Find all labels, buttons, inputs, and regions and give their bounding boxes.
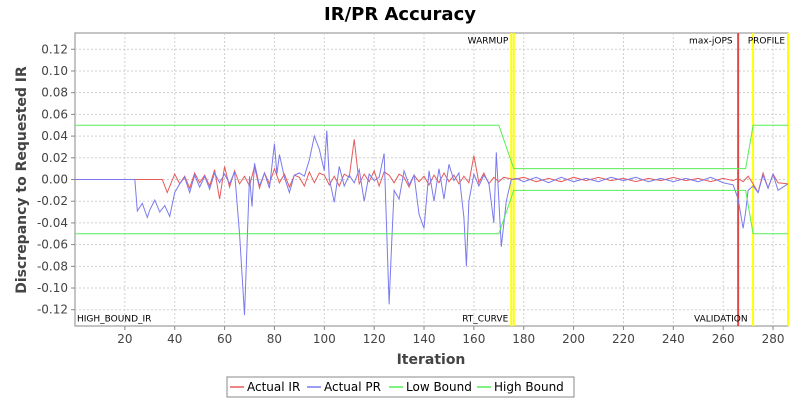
x-tick-label: 140 bbox=[413, 332, 436, 346]
phase-annotations: WARMUP max-jOPS PROFILE HIGH_BOUND_IR RT_CUR… bbox=[77, 37, 785, 325]
y-tick-label: -0.06 bbox=[37, 238, 68, 252]
legend: Actual IR Actual PR Low Bound High Bound bbox=[226, 376, 575, 398]
x-tick-label: 60 bbox=[217, 332, 232, 346]
y-tick-label: 0.06 bbox=[41, 107, 68, 121]
phase-annotation-label: HIGH_BOUND_IR bbox=[77, 314, 151, 324]
y-tick-label: 0.00 bbox=[41, 173, 68, 187]
x-tick-label: 160 bbox=[462, 332, 485, 346]
series-line-3 bbox=[75, 124, 788, 170]
x-tick-label: 100 bbox=[313, 332, 336, 346]
y-tick-label: 0.10 bbox=[41, 64, 68, 78]
legend-label: High Bound bbox=[494, 380, 564, 394]
legend-label: Actual PR bbox=[324, 380, 381, 394]
x-axis-label: Iteration bbox=[397, 352, 466, 368]
y-tick-label: -0.04 bbox=[37, 216, 68, 230]
phase-annotation-label: WARMUP bbox=[468, 37, 509, 47]
y-tick-label: -0.08 bbox=[37, 259, 68, 273]
y-tick-label: -0.12 bbox=[37, 303, 68, 317]
series-line-2 bbox=[75, 189, 788, 235]
y-tick-label: 0.08 bbox=[41, 86, 68, 100]
y-tick-label: -0.02 bbox=[37, 194, 68, 208]
x-tick-label: 240 bbox=[662, 332, 685, 346]
x-tick-label: 180 bbox=[512, 332, 535, 346]
y-axis-label: Discrepancy to Requested IR bbox=[14, 66, 30, 294]
legend-label: Low Bound bbox=[406, 380, 472, 394]
x-tick-label: 40 bbox=[167, 332, 182, 346]
y-tick-label: 0.02 bbox=[41, 151, 68, 165]
y-tick-label: -0.10 bbox=[37, 281, 68, 295]
x-tick-label: 20 bbox=[117, 332, 132, 346]
phase-annotation-label: RT_CURVE bbox=[462, 314, 508, 324]
x-tick-label: 280 bbox=[762, 332, 785, 346]
phase-annotation-label: PROFILE bbox=[748, 37, 786, 47]
legend-label: Actual IR bbox=[247, 380, 300, 394]
x-tick-label: 80 bbox=[267, 332, 282, 346]
y-tick-label: 0.04 bbox=[41, 129, 68, 143]
series-line-1 bbox=[75, 130, 789, 316]
phase-annotation-label: VALIDATION bbox=[694, 314, 748, 324]
x-tick-label: 220 bbox=[612, 332, 635, 346]
chart-title: IR/PR Accuracy bbox=[324, 4, 476, 25]
y-tick-label: 0.12 bbox=[41, 42, 68, 56]
grid-lines bbox=[75, 33, 788, 326]
x-axis-ticks: 20 40 60 80 100 120 140 160 180 200 220 240 260 280 bbox=[117, 326, 784, 346]
y-axis-ticks: -0.12 -0.10 -0.08 -0.06 -0.04 -0.02 0.00 0.02 0.… bbox=[37, 42, 75, 317]
phase-annotation-label: max-jOPS bbox=[689, 37, 733, 47]
x-tick-label: 260 bbox=[712, 332, 735, 346]
x-tick-label: 120 bbox=[363, 332, 386, 346]
x-tick-label: 200 bbox=[562, 332, 585, 346]
series-lines bbox=[75, 124, 789, 316]
